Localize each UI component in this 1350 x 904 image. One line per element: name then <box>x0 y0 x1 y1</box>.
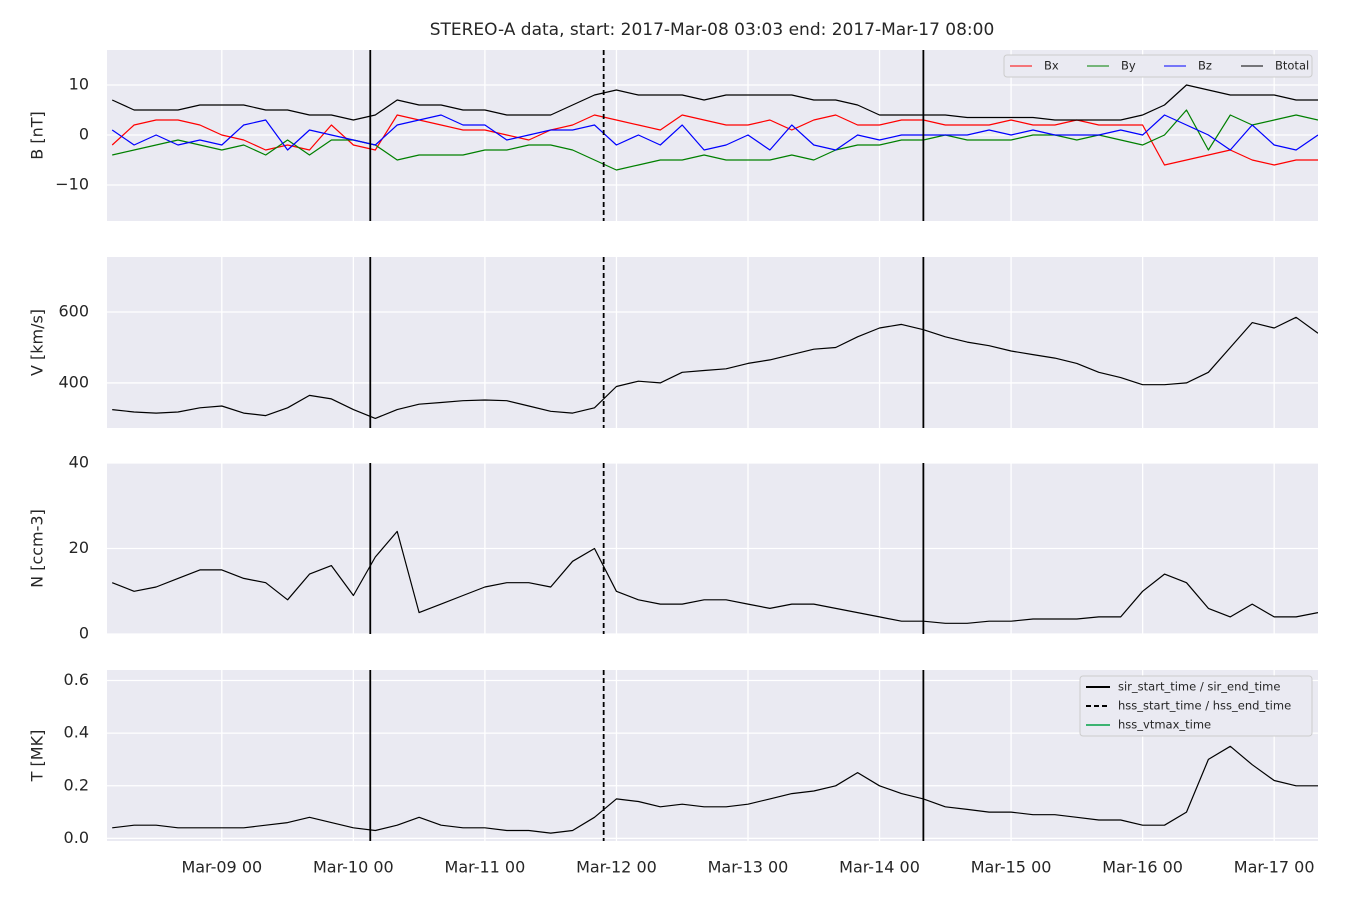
y-tick-label: 0 <box>79 624 89 643</box>
x-tick-label: Mar-17 00 <box>1234 858 1315 877</box>
data-line <box>111 114 1318 151</box>
x-tick-label: Mar-11 00 <box>445 858 526 877</box>
legend-label: Btotal <box>1275 59 1309 73</box>
y-tick-label: 40 <box>69 453 89 472</box>
legend-label: By <box>1121 59 1136 73</box>
legend-label: hss_start_time / hss_end_time <box>1118 699 1291 713</box>
legend-label: hss_vtmax_time <box>1118 718 1211 732</box>
y-tick-label: 400 <box>58 372 89 391</box>
series-group <box>111 530 1318 624</box>
y-tick-label: 20 <box>69 538 89 557</box>
y-tick-label: 10 <box>69 75 89 94</box>
y-tick-label: −10 <box>55 175 89 194</box>
data-line <box>112 316 1318 419</box>
x-tick-label: Mar-16 00 <box>1102 858 1183 877</box>
chart-title: STEREO-A data, start: 2017-Mar-08 03:03 … <box>430 20 995 40</box>
legend-label: sir_start_time / sir_end_time <box>1118 680 1280 694</box>
y-axis-label: V [km/s] <box>28 309 47 376</box>
y-tick-label: 0.4 <box>64 723 89 742</box>
data-line <box>112 109 1318 171</box>
x-tick-label: Mar-14 00 <box>839 858 920 877</box>
y-axis-label: N [ccm-3] <box>28 509 47 588</box>
y-tick-label: 0.6 <box>64 670 89 689</box>
data-line <box>111 530 1318 624</box>
legend-box <box>1003 54 1313 78</box>
y-tick-label: 0.0 <box>64 828 89 847</box>
x-tick-label: Mar-15 00 <box>971 858 1052 877</box>
data-line <box>111 84 1318 121</box>
plot-background <box>107 257 1318 428</box>
data-line <box>111 114 1318 166</box>
series-group <box>111 84 1318 171</box>
x-tick-label: Mar-13 00 <box>708 858 789 877</box>
x-tick-label: Mar-10 00 <box>313 858 394 877</box>
legend-label: Bx <box>1044 59 1059 73</box>
x-tick-label: Mar-09 00 <box>181 858 262 877</box>
y-tick-label: 0.2 <box>64 775 89 794</box>
data-line <box>112 745 1318 834</box>
y-axis-label: B [nT] <box>28 111 47 159</box>
x-tick-label: Mar-12 00 <box>576 858 657 877</box>
series-group <box>112 316 1318 419</box>
y-tick-label: 0 <box>79 125 89 144</box>
legend-label: Bz <box>1198 59 1212 73</box>
series-group <box>112 745 1318 834</box>
legend-box <box>1079 675 1313 737</box>
y-tick-label: 600 <box>58 301 89 320</box>
y-axis-label: T [MK] <box>28 730 47 783</box>
